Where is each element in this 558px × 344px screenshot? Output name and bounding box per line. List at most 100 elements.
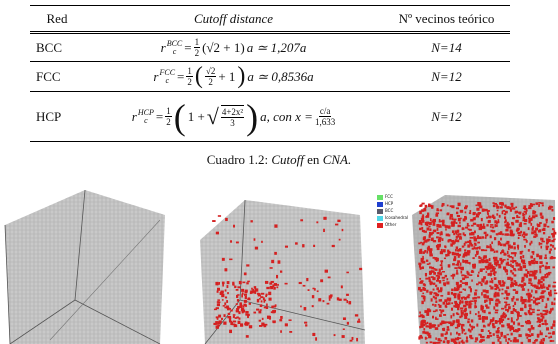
atom — [422, 331, 426, 334]
atom — [436, 293, 440, 296]
atom — [475, 215, 480, 218]
atom — [432, 315, 434, 319]
atom — [450, 332, 452, 336]
atom — [351, 336, 354, 340]
atom — [466, 252, 470, 256]
atom — [235, 289, 239, 291]
atom — [480, 339, 484, 342]
atom — [458, 341, 461, 344]
atom — [539, 265, 542, 268]
atom — [495, 233, 499, 236]
atom — [444, 225, 448, 228]
atom — [429, 250, 433, 254]
atom — [510, 245, 513, 249]
atom — [464, 261, 468, 264]
atom — [553, 281, 557, 284]
atom — [452, 313, 455, 317]
atom — [289, 330, 293, 333]
atom — [458, 319, 460, 322]
atom — [536, 313, 540, 316]
atom — [247, 313, 250, 317]
atom — [479, 225, 483, 230]
neighbors: N=12 — [431, 108, 462, 124]
atom — [446, 297, 449, 301]
atom — [477, 224, 480, 228]
atom — [492, 333, 495, 336]
atom — [268, 291, 272, 296]
atom — [444, 304, 447, 308]
atom — [514, 211, 517, 214]
atom — [470, 289, 472, 293]
atom — [216, 290, 219, 293]
atom — [241, 288, 245, 292]
atom — [519, 266, 522, 268]
atom — [419, 325, 422, 329]
atom — [418, 336, 421, 340]
atom — [545, 335, 548, 338]
atom — [539, 268, 542, 271]
atom — [439, 272, 442, 276]
atom — [496, 209, 499, 212]
atom — [450, 240, 454, 243]
atom — [540, 245, 543, 249]
atom — [545, 303, 548, 307]
atom — [455, 235, 458, 239]
atom — [523, 211, 527, 213]
atom — [489, 245, 492, 249]
atom — [517, 246, 520, 250]
atom — [499, 242, 501, 245]
atom — [478, 317, 482, 320]
atom — [313, 288, 316, 291]
atom — [485, 281, 489, 284]
atom — [472, 217, 476, 221]
atom — [307, 289, 310, 291]
atom — [528, 307, 532, 310]
atom — [524, 303, 527, 307]
atom — [452, 276, 454, 280]
atom — [553, 292, 558, 295]
atom — [473, 230, 476, 234]
atom — [527, 338, 531, 343]
atom — [470, 325, 474, 328]
atom — [531, 260, 534, 264]
atom — [491, 215, 494, 218]
atom — [460, 217, 462, 220]
atom — [459, 221, 461, 224]
atom — [481, 278, 485, 282]
atom — [427, 245, 430, 249]
atom — [488, 297, 492, 301]
atom — [438, 236, 442, 240]
atom — [441, 320, 445, 325]
atom — [477, 202, 480, 206]
atom — [511, 222, 515, 226]
atom — [262, 297, 265, 300]
atom — [489, 335, 493, 337]
atom — [540, 202, 544, 205]
atom — [477, 241, 480, 244]
atom — [457, 307, 460, 311]
atom — [550, 326, 553, 330]
atom — [454, 288, 457, 292]
atom — [268, 316, 271, 320]
atom — [440, 261, 443, 265]
atom — [497, 280, 502, 284]
text: 1,633 — [314, 117, 336, 127]
atom — [228, 317, 232, 322]
atom — [303, 307, 307, 311]
atom — [551, 239, 555, 243]
legend-label: Other — [385, 222, 397, 227]
atom — [506, 286, 510, 290]
atom — [539, 261, 543, 264]
atom — [455, 319, 459, 323]
atom — [457, 249, 460, 252]
atom — [437, 341, 441, 344]
atom — [435, 316, 437, 320]
atom — [512, 296, 515, 300]
atom — [443, 284, 446, 287]
atom — [221, 299, 224, 301]
atom — [426, 214, 429, 218]
atom — [233, 323, 236, 327]
atom — [446, 326, 450, 329]
atom — [424, 336, 427, 340]
